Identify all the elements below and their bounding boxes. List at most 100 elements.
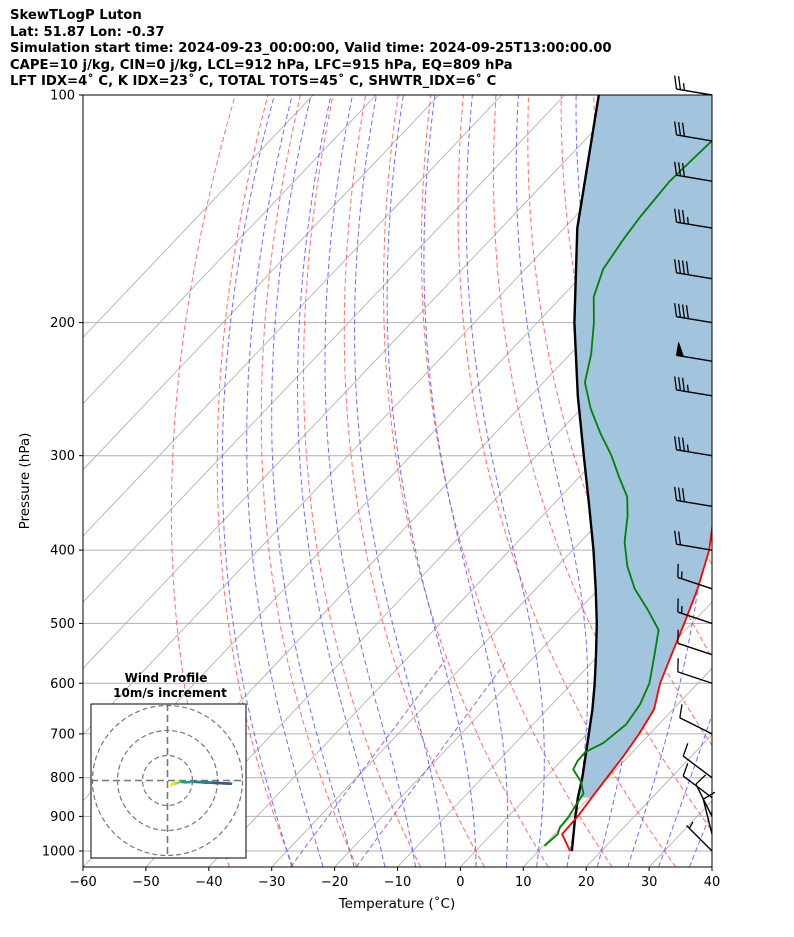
isotherm-line <box>145 270 712 867</box>
dewpoint-line <box>543 138 712 847</box>
barb-half <box>686 384 689 392</box>
y-tick-label: 700 <box>50 727 75 742</box>
barb-full <box>681 260 686 275</box>
barb-shaft <box>676 221 713 229</box>
x-tick-label: 30 <box>641 875 658 890</box>
barb-full <box>681 304 686 319</box>
x-tick-label: 10 <box>515 875 532 890</box>
barb-shaft <box>676 499 713 507</box>
wind-barb <box>677 658 713 684</box>
dry-adiabat-line <box>757 95 794 867</box>
wind-barb <box>674 208 713 229</box>
barb-half <box>686 216 689 225</box>
x-tick-label: 40 <box>704 875 721 890</box>
barb-full <box>681 377 686 392</box>
dry-adiabat-line <box>382 95 549 867</box>
moist-adiabat-line <box>353 95 447 867</box>
barb-full <box>681 488 686 502</box>
isotherm-line <box>83 95 314 338</box>
y-tick-label: 1000 <box>42 844 75 859</box>
barb-shaft <box>677 611 713 625</box>
x-tick-label: −40 <box>195 875 222 890</box>
barb-half <box>686 444 689 452</box>
barb-full <box>681 122 686 137</box>
y-tick-label: 400 <box>50 544 75 559</box>
barb-full <box>677 162 682 176</box>
moist-adiabat-line <box>627 95 706 867</box>
isotherm-line <box>83 95 628 669</box>
barb-full <box>677 487 682 502</box>
dry-adiabat-line <box>724 95 794 867</box>
temperature-line <box>561 476 712 852</box>
barb-shaft <box>676 174 713 182</box>
wind-barb <box>674 121 713 142</box>
barb-shaft <box>695 783 713 817</box>
y-tick-label: 800 <box>50 771 75 786</box>
hodograph-inset: Wind Profile 10m/s increment <box>90 671 247 859</box>
location-line: Lat: 51.87 Lon: -0.37 <box>10 24 165 40</box>
barb-half <box>682 83 686 91</box>
wind-barb <box>686 821 713 852</box>
axes: −60 −50 −40 −30 −20 −10 0 10 20 30 40 1000 900 800 700… <box>42 89 720 891</box>
barb-full <box>674 121 678 136</box>
barb-full <box>677 209 682 223</box>
wind-barb <box>674 259 713 280</box>
hodograph-title: Wind Profile <box>125 671 208 685</box>
barb-full <box>677 436 682 451</box>
x-tick-label: −50 <box>132 875 159 890</box>
moist-adiabat-line <box>465 95 545 867</box>
hodograph-subtitle: 10m/s increment <box>113 686 227 700</box>
cape-area <box>574 95 712 798</box>
dry-adiabat-line <box>420 95 613 867</box>
barb-full <box>674 161 678 176</box>
dry-adiabat-line <box>789 95 794 867</box>
moist-adiabat-line <box>386 95 477 867</box>
barb-full <box>682 763 689 777</box>
isotherm-line <box>711 866 712 867</box>
moist-adiabat-line <box>423 95 509 867</box>
isotherm-line <box>585 733 712 867</box>
barb-full <box>681 437 686 452</box>
barb-shaft <box>676 449 713 457</box>
barb-shaft <box>676 88 713 96</box>
moist-adiabat-line <box>515 95 589 867</box>
wind-barb <box>682 763 713 799</box>
dry-adiabat-line <box>216 95 294 867</box>
index-line: LFT IDX=4˚ C, K IDX=23˚ C, TOTAL TOTS=45… <box>10 74 497 90</box>
isotherm-line <box>523 667 712 867</box>
moist-adiabat-line <box>221 95 293 867</box>
barb-full <box>674 303 678 317</box>
wind-barb <box>674 303 713 324</box>
y-tick-label: 600 <box>50 677 75 692</box>
isotherm-line <box>83 95 691 736</box>
barb-full <box>677 259 682 274</box>
x-tick-label: −10 <box>384 875 411 890</box>
x-axis-label: Temperature (˚C) <box>338 895 456 912</box>
barb-full <box>677 122 682 136</box>
chart-header: SkewTLogP Luton Lat: 51.87 Lon: -0.37 Si… <box>10 8 780 91</box>
y-tick-label: 100 <box>50 89 75 104</box>
isotherm-line <box>460 601 712 867</box>
barb-shaft <box>676 134 713 142</box>
barb-shaft <box>677 671 713 684</box>
x-tick-label: 20 <box>578 875 595 890</box>
barb-full <box>681 162 686 177</box>
hodograph-trace-segment <box>169 781 176 787</box>
barb-half <box>688 821 694 829</box>
isotherm-line <box>208 336 712 867</box>
cape-line: CAPE=10 j/kg, CIN=0 j/kg, LCL=912 hPa, L… <box>10 57 513 73</box>
mixing-ratio-line <box>355 660 508 867</box>
dry-adiabat-line <box>343 95 485 867</box>
dry-adiabat-line <box>260 95 358 867</box>
wind-barb <box>675 342 713 362</box>
wind-barb <box>679 704 713 735</box>
mixing-ratio-line <box>290 660 446 867</box>
time-line: Simulation start time: 2024-09-23_00:00:… <box>10 41 612 57</box>
y-tick-label: 900 <box>50 810 75 825</box>
barb-full <box>682 743 689 757</box>
isotherm-line <box>83 95 377 405</box>
wind-barb <box>674 530 713 551</box>
barb-full <box>685 261 689 275</box>
hodograph-trace-segment <box>191 780 207 784</box>
